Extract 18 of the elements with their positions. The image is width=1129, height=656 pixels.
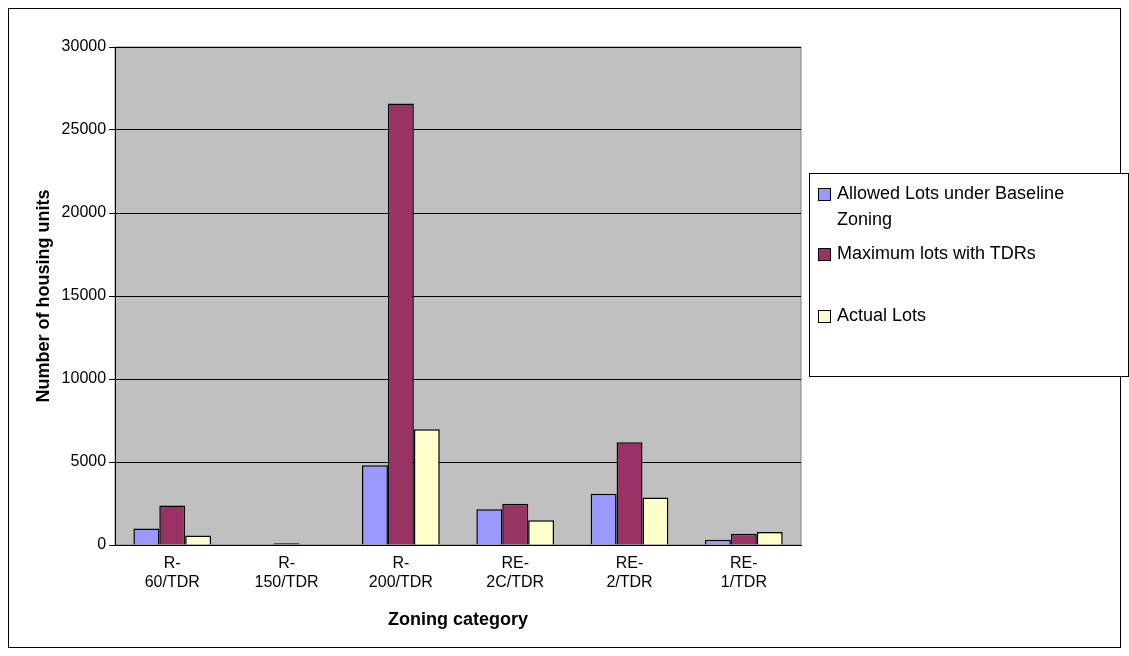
y-tick-label: 25000 bbox=[61, 120, 107, 138]
legend-label: Maximum lots with TDRs bbox=[837, 242, 1036, 265]
x-tick-label: R-200/TDR bbox=[368, 554, 433, 591]
y-tick-label: 10000 bbox=[61, 369, 107, 387]
y-tick-label: 0 bbox=[97, 535, 107, 553]
x-tick-label: RE-2/TDR bbox=[606, 554, 653, 591]
y-tick-label: 30000 bbox=[61, 37, 107, 55]
y-axis-title: Number of housing units bbox=[32, 189, 53, 403]
legend-label: Allowed Lots under Baseline Zoning bbox=[837, 182, 1066, 231]
y-tick-label: 5000 bbox=[70, 452, 107, 470]
x-tick-label: R-60/TDR bbox=[144, 554, 200, 591]
legend-label: Actual Lots bbox=[837, 304, 927, 327]
y-tick-label: 20000 bbox=[61, 203, 107, 221]
x-tick-label: RE-1/TDR bbox=[720, 554, 767, 591]
x-tick-label: R-150/TDR bbox=[254, 554, 319, 591]
x-axis-title: Zoning category bbox=[388, 609, 529, 630]
y-tick-label: 15000 bbox=[61, 286, 107, 304]
x-tick-label: RE-2C/TDR bbox=[486, 554, 545, 591]
